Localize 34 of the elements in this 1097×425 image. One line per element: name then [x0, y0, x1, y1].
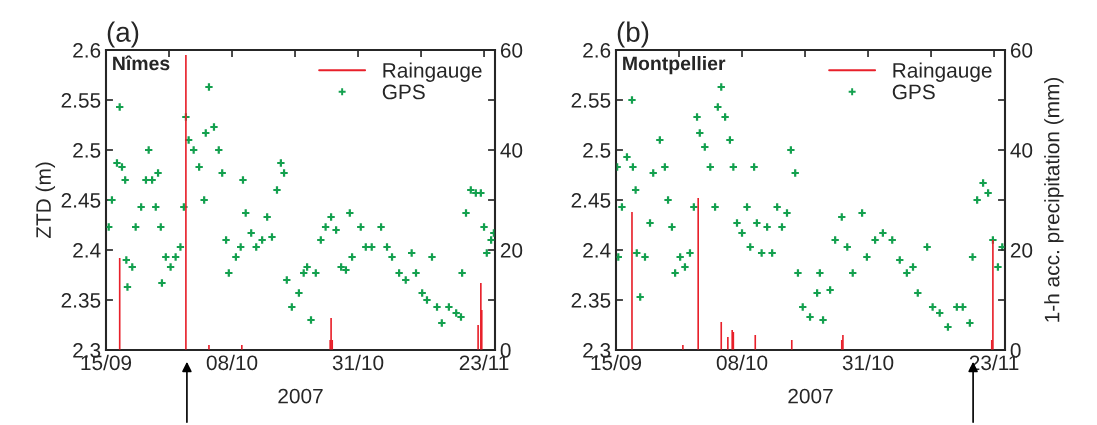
y-tick-label: 2.45 — [61, 193, 101, 208]
y2-axis-title: 1-h acc. precipitation (mm) — [1044, 77, 1064, 322]
x-axis-title: 2007 — [788, 388, 833, 404]
y2-tick-label: 60 — [1010, 43, 1033, 58]
annotation: Nîmes — [113, 55, 170, 71]
x-tick-label: 08/10 — [206, 354, 258, 371]
y-tick-label: 2.55 — [571, 93, 611, 108]
y-tick-label: 2.55 — [61, 93, 101, 108]
y-tick-label: 2.6 — [73, 43, 101, 58]
y-tick-label: 2.5 — [583, 143, 611, 158]
y2-tick-label: 40 — [500, 143, 523, 158]
y2-tick-label: 40 — [1010, 143, 1033, 158]
legend-label: Raingauge — [383, 62, 482, 82]
x-tick-label: 31/10 — [332, 354, 384, 371]
y-tick-label: 2.6 — [583, 43, 611, 58]
y-axis-title: ZTD (m) — [35, 162, 56, 239]
y-tick-label: 2.45 — [571, 193, 611, 208]
y-tick-label: 2.5 — [73, 143, 101, 158]
y2-tick-label: 20 — [500, 243, 523, 258]
x-tick-label: 31/10 — [842, 354, 894, 371]
y2-tick-label: 20 — [1010, 243, 1033, 258]
legend-label: GPS — [382, 84, 425, 100]
y-tick-label: 2.4 — [583, 243, 611, 258]
y-tick-label: 2.4 — [73, 243, 101, 258]
y-tick-label: 2.35 — [571, 293, 611, 308]
y2-tick-label: 60 — [500, 43, 523, 58]
annotation: Montpellier — [623, 56, 726, 75]
y-tick-label: 2.35 — [61, 293, 101, 308]
x-tick-label: 08/10 — [716, 354, 768, 371]
legend-label: Raingauge — [893, 62, 992, 82]
chart-title: (a) — [107, 21, 139, 48]
legend-label: GPS — [892, 84, 935, 100]
chart-title: (b) — [617, 21, 649, 48]
x-axis-title: 2007 — [278, 388, 323, 404]
